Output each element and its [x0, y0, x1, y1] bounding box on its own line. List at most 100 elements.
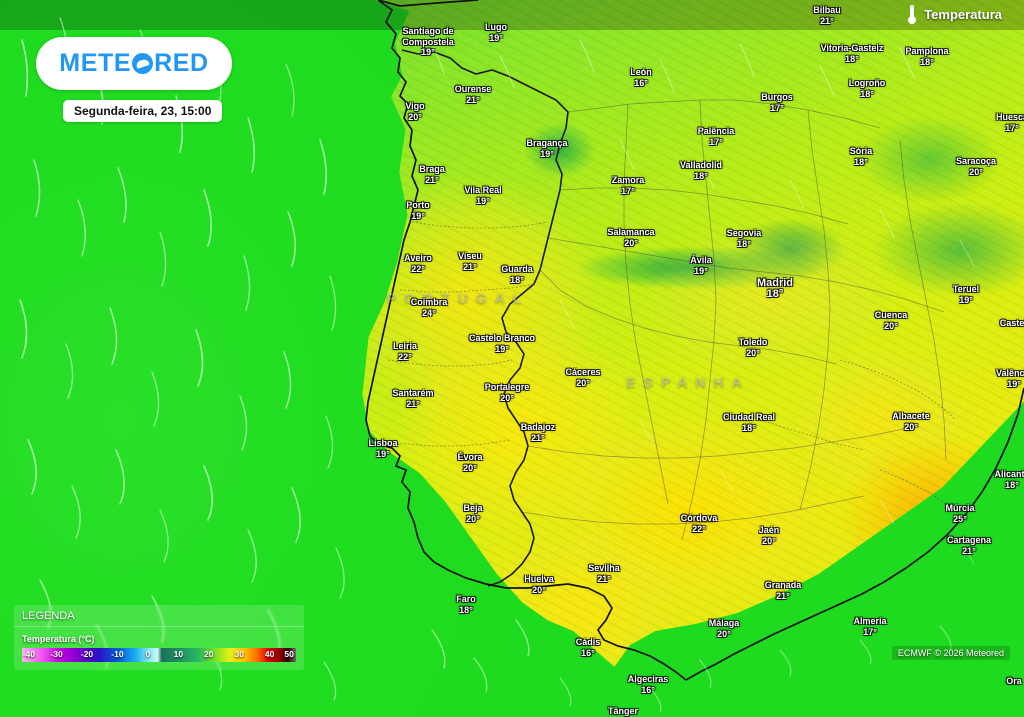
city-label[interactable]: Faro 18° [456, 594, 476, 615]
city-label[interactable]: Lisboa 19° [368, 438, 397, 459]
city-label[interactable]: Santarém 21° [392, 388, 433, 409]
city-label[interactable]: Ávila 19° [690, 255, 712, 276]
legend-tick: 20 [204, 649, 214, 659]
city-name: Madrid [756, 277, 794, 289]
logo-part-1: METE [59, 49, 132, 77]
city-label[interactable]: Almería 17° [853, 616, 886, 637]
city-label[interactable]: Salamanca 20° [607, 227, 654, 248]
city-temperature: 22° [411, 263, 425, 274]
city-label[interactable]: Bilbau 21° [813, 5, 841, 26]
city-label[interactable]: Santiago de Compostela 19° [402, 26, 454, 58]
city-label[interactable]: Algeciras 16° [628, 674, 669, 695]
city-temperature: 20° [576, 377, 590, 388]
city-label[interactable]: Valladolid 18° [680, 160, 722, 181]
logo-drop-icon [132, 53, 154, 74]
city-label[interactable]: Cuenca 20° [875, 310, 908, 331]
city-label[interactable]: Zamora 17° [612, 175, 645, 196]
city-label[interactable]: Huelva 20° [524, 574, 554, 595]
city-label[interactable]: Cartagena 21° [947, 535, 991, 556]
city-label[interactable]: Burgos 17° [761, 92, 793, 113]
city-temperature: 20° [746, 347, 760, 358]
city-label[interactable]: Lugo 19° [485, 22, 507, 43]
city-temperature: 18° [920, 56, 934, 67]
city-label[interactable]: Huesca17° [996, 112, 1024, 133]
city-label[interactable]: Coimbra 24° [411, 297, 448, 318]
city-name: Badajoz [520, 422, 556, 432]
city-label[interactable]: Braga 21° [419, 164, 445, 185]
city-label[interactable]: Évora 20° [457, 452, 482, 473]
city-label[interactable]: Beja 20° [463, 503, 482, 524]
city-temperature: 17° [621, 185, 635, 196]
city-temperature: 19° [376, 448, 390, 459]
city-label[interactable]: Porto 19° [406, 200, 430, 221]
city-label[interactable]: Teruel 19° [953, 284, 979, 305]
city-temperature: 17° [1005, 122, 1019, 133]
city-label[interactable]: Albacete 20° [892, 411, 930, 432]
legend-tick: 0 [145, 649, 151, 659]
city-name: Valladolid [679, 160, 723, 170]
city-label[interactable]: Alicante18° [994, 469, 1024, 490]
city-temperature: 20° [532, 584, 546, 595]
city-name: Huesca [995, 112, 1024, 122]
city-name: Beja [463, 503, 483, 513]
city-name: Pamplona [905, 46, 949, 56]
city-temperature: 21° [962, 545, 976, 556]
city-label[interactable]: Málaga 20° [709, 618, 740, 639]
city-name: Almería [853, 616, 887, 626]
city-label[interactable]: Segovia 18° [727, 228, 762, 249]
city-label[interactable]: Sevilha 21° [588, 563, 620, 584]
city-name: Coimbra [410, 297, 448, 307]
city-label[interactable]: Badajoz 21° [521, 422, 556, 443]
city-label[interactable]: Cáceres 20° [565, 367, 600, 388]
city-temperature: 19° [411, 210, 425, 221]
city-label[interactable]: Cádis 16° [576, 637, 601, 658]
city-label[interactable]: Sória 18° [850, 146, 873, 167]
city-label[interactable]: Madrid 18° [757, 278, 793, 299]
city-temperature: 16° [634, 77, 648, 88]
city-name: Salamanca [607, 227, 655, 237]
city-label[interactable]: Ora [1006, 676, 1022, 687]
city-name: Huelva [524, 574, 554, 584]
city-label[interactable]: Aveiro 22° [404, 253, 432, 274]
city-temperature: 20° [969, 166, 983, 177]
city-label[interactable]: Vitoria-Gasteiz 18° [821, 43, 884, 64]
city-label[interactable]: Ourense 21° [455, 84, 492, 105]
city-label[interactable]: Leiria 22° [393, 341, 417, 362]
city-label[interactable]: Saracoça 20° [956, 156, 996, 177]
city-label[interactable]: Jaén 20° [759, 525, 780, 546]
city-label[interactable]: Palência 17° [698, 126, 735, 147]
city-label[interactable]: Viseu 21° [458, 251, 482, 272]
city-label[interactable]: Vigo 20° [405, 101, 424, 122]
city-label[interactable]: Castelo Branco 19° [469, 333, 535, 354]
city-temperature: 21° [776, 590, 790, 601]
city-label[interactable]: Logroño 18° [849, 78, 886, 99]
thermometer-icon [907, 5, 917, 24]
city-label[interactable]: Ciudad Real 18° [723, 412, 775, 433]
city-label[interactable]: Córdova 22° [681, 513, 718, 534]
city-name: Teruel [952, 284, 980, 294]
layer-indicator[interactable]: Temperatura [907, 5, 1002, 24]
city-label[interactable]: Toledo 20° [739, 337, 768, 358]
city-temperature: 25° [953, 513, 967, 524]
legend-panel: LEGENDA Temperatura (°C) -40 -30 -20 -10 0 10… [14, 605, 304, 670]
city-temperature: 18° [742, 422, 756, 433]
city-label[interactable]: Guarda 18° [501, 264, 533, 285]
legend-tick: 30 [234, 649, 244, 659]
meteored-logo[interactable]: METE RED [36, 37, 232, 90]
city-label[interactable]: Pamplona 18° [905, 46, 948, 67]
city-temperature: 20° [904, 421, 918, 432]
attribution-label: ECMWF © 2026 Meteored [891, 646, 1010, 660]
city-label[interactable]: Portalegre 20° [485, 382, 530, 403]
city-label[interactable]: León 16° [630, 67, 652, 88]
city-temperature: 19° [959, 294, 973, 305]
city-name: Leiria [392, 341, 418, 351]
city-label[interactable]: Granada 21° [765, 580, 802, 601]
city-label[interactable]: Vila Real 19° [464, 185, 501, 206]
city-label[interactable]: Tânger20° [608, 706, 638, 717]
city-temperature: 17° [709, 136, 723, 147]
city-label[interactable]: Múrcia 25° [945, 503, 974, 524]
city-label[interactable]: Valência19° [996, 368, 1024, 389]
city-label[interactable]: Casteló [1000, 318, 1024, 329]
city-name: Segovia [726, 228, 762, 238]
city-label[interactable]: Bragança 19° [526, 138, 567, 159]
